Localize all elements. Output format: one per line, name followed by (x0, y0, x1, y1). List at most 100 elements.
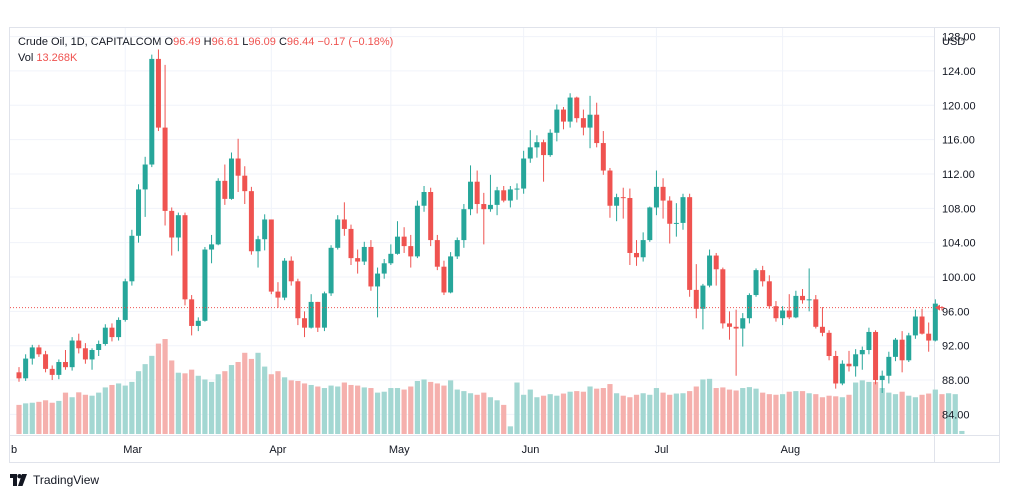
candlestick-chart[interactable]: 84.00 88.00 92.00 96.00 100.00 104.00 108.00 11… (10, 28, 999, 462)
volume-bar (700, 379, 706, 434)
candle-body (388, 253, 394, 264)
candle-body (468, 181, 474, 210)
volume-bar (521, 394, 527, 434)
candle-body (487, 204, 493, 210)
brand-name: TradingView (33, 473, 100, 487)
candle-body (833, 356, 839, 384)
volume-bar (155, 343, 162, 434)
candle-body (315, 301, 321, 328)
y-tick-label: 88.00 (942, 375, 970, 387)
volume-bar (275, 371, 281, 434)
candle-body (461, 209, 467, 241)
candle-body (567, 97, 573, 122)
volume-bar (49, 402, 55, 434)
volume-bar (208, 381, 215, 434)
volume-bar (687, 391, 693, 434)
candle-body (129, 235, 135, 282)
volume-bar (726, 389, 733, 434)
candle-body (793, 295, 799, 318)
candle-body (554, 109, 560, 133)
volume-bar (467, 393, 474, 434)
candle-body (149, 58, 155, 165)
volume-bar (135, 371, 142, 434)
volume-bar (547, 394, 553, 434)
volume-bar (667, 394, 673, 434)
volume-bar (567, 391, 573, 434)
candle-body (680, 197, 686, 223)
volume-bar (813, 394, 819, 434)
volume-bar (540, 395, 547, 434)
candle-body (248, 191, 254, 252)
volume-bar (680, 393, 686, 434)
volume-bar (819, 397, 826, 434)
last-price-marker (935, 304, 940, 311)
candle-body (614, 197, 620, 206)
tradingview-footer[interactable]: TradingView (10, 473, 99, 487)
candle-body (122, 281, 128, 320)
volume-bar (952, 394, 958, 434)
candle-body (282, 260, 288, 298)
open-label: O (164, 36, 174, 48)
candle-body (899, 339, 905, 361)
close-label: C (278, 36, 287, 48)
volume-bar (494, 400, 500, 434)
candle-body (155, 58, 161, 128)
volume-bar (866, 381, 872, 434)
y-tick-label: 96.00 (942, 306, 970, 318)
volume-bar (255, 352, 261, 434)
y-tick-label: 124.00 (942, 66, 976, 78)
volume-bar (892, 394, 899, 434)
candle-body (275, 291, 281, 298)
candle-body (481, 204, 487, 210)
volume-bar (282, 377, 288, 434)
volume-bar (574, 391, 580, 434)
volume-bar (773, 394, 779, 434)
volume-bar (69, 397, 75, 434)
candle-body (242, 175, 248, 192)
volume-bar (720, 387, 726, 434)
volume-bar (454, 389, 460, 434)
volume-bar (959, 430, 965, 434)
volume-bar (534, 397, 540, 434)
volume-bar (487, 397, 494, 434)
volume-bar (919, 394, 925, 434)
volume-bar (647, 394, 653, 434)
symbol-title[interactable]: Crude Oil, 1D, CAPITALCOM (18, 36, 162, 48)
candle-body (335, 219, 341, 248)
candle-body (786, 310, 792, 318)
candle-body (826, 332, 832, 357)
candle-body (96, 343, 102, 350)
volume-legend: Vol 13.268K (18, 52, 77, 64)
x-tick-label: Jul (654, 444, 668, 456)
volume-bar (301, 383, 308, 434)
volume-bar (899, 391, 905, 434)
candle-body (839, 363, 845, 384)
candle-body (448, 256, 454, 293)
candle-body (228, 158, 234, 199)
volume-bar (42, 400, 49, 434)
candle-body (62, 362, 68, 368)
volume-bar (441, 385, 447, 434)
high-label: H (203, 36, 212, 48)
candle-body (162, 127, 168, 211)
volume-bar (448, 380, 454, 434)
volume-bar (228, 365, 235, 434)
volume-bar (826, 395, 832, 434)
volume-bar (162, 339, 168, 434)
volume-bar (169, 360, 175, 434)
candle-body (912, 316, 918, 336)
y-tick-label: 100.00 (942, 272, 976, 284)
candle-body (740, 318, 746, 329)
volume-label[interactable]: Vol (18, 52, 34, 64)
volume-bar (614, 393, 620, 434)
volume-bar (833, 396, 839, 434)
candle-body (600, 143, 606, 171)
volume-bar (175, 372, 181, 434)
high-value: 96.61 (211, 36, 240, 48)
volume-bar (315, 386, 321, 434)
volume-bar (580, 391, 586, 434)
volume-bar (713, 388, 719, 434)
candle-body (879, 375, 885, 381)
volume-bar (872, 381, 879, 434)
volume-bar (673, 393, 679, 434)
